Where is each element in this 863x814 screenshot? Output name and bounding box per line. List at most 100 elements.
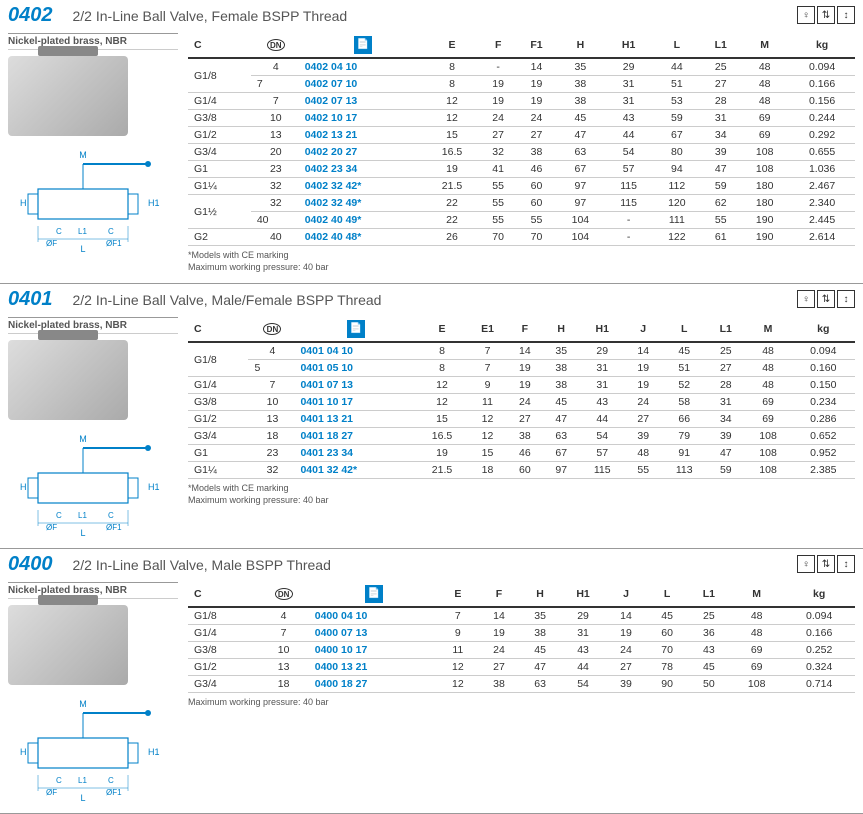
col-header: H1	[605, 33, 652, 58]
c-cell: G1½	[188, 195, 251, 229]
part-link-cell[interactable]: 0400 07 13	[311, 625, 438, 642]
data-cell: 69	[730, 642, 783, 659]
data-cell: 108	[744, 428, 791, 445]
section-header: 0400 2/2 In-Line Ball Valve, Male BSPP T…	[8, 553, 855, 576]
col-header: M	[730, 582, 783, 607]
part-link-cell[interactable]: 0400 10 17	[311, 642, 438, 659]
data-cell: 10	[256, 642, 310, 659]
table-row: G3/8100400 10 1711244543247043690.252	[188, 642, 855, 659]
part-link-cell[interactable]: 0402 40 48*	[301, 229, 425, 246]
part-link-cell[interactable]: 0402 13 21	[301, 127, 425, 144]
data-cell: 1.036	[789, 161, 855, 178]
part-link-cell[interactable]: 0401 13 21	[296, 411, 415, 428]
svg-text:H1: H1	[148, 198, 160, 208]
data-cell: 24	[478, 642, 519, 659]
data-cell: 43	[579, 394, 625, 411]
data-cell: 70	[479, 229, 517, 246]
col-header: F	[478, 582, 519, 607]
part-link-cell[interactable]: 0402 04 10	[301, 58, 425, 76]
dn-icon: DN	[263, 323, 281, 335]
c-cell: G1/2	[188, 127, 251, 144]
data-cell: 29	[605, 58, 652, 76]
part-link-cell[interactable]: 0401 07 13	[296, 377, 415, 394]
col-header: E	[425, 33, 480, 58]
data-cell: 0.655	[789, 144, 855, 161]
part-link-cell[interactable]: 0402 32 42*	[301, 178, 425, 195]
data-cell: 60	[517, 195, 556, 212]
data-cell: 108	[744, 445, 791, 462]
catalog-section-0401: 0401 2/2 In-Line Ball Valve, Male/Female…	[0, 284, 863, 549]
data-cell: 27	[479, 127, 517, 144]
data-cell: 19	[425, 161, 480, 178]
col-header: DN	[251, 33, 301, 58]
part-link-cell[interactable]: 0402 40 49*	[301, 212, 425, 229]
part-link-cell[interactable]: 0402 07 13	[301, 93, 425, 110]
data-cell: 47	[520, 659, 561, 676]
data-cell: 12	[468, 428, 506, 445]
data-cell: 31	[701, 110, 740, 127]
part-link-cell[interactable]: 0401 05 10	[296, 360, 415, 377]
data-cell: 97	[543, 462, 579, 479]
data-cell: 2.614	[789, 229, 855, 246]
col-header: C	[188, 582, 256, 607]
data-cell: 14	[625, 342, 661, 360]
part-link-cell[interactable]: 0402 23 34	[301, 161, 425, 178]
data-cell: 43	[605, 110, 652, 127]
data-cell: 59	[701, 178, 740, 195]
part-link-cell[interactable]: 0400 04 10	[311, 607, 438, 625]
part-link-cell[interactable]: 0401 18 27	[296, 428, 415, 445]
part-link-cell[interactable]: 0402 20 27	[301, 144, 425, 161]
data-cell: 28	[701, 93, 740, 110]
data-cell: 61	[701, 229, 740, 246]
col-header: J	[605, 582, 646, 607]
data-cell: 44	[561, 659, 606, 676]
svg-text:L1: L1	[78, 776, 87, 785]
col-header: C	[188, 33, 251, 58]
c-cell: G1/4	[188, 625, 256, 642]
c-cell: G3/4	[188, 676, 256, 693]
part-link-cell[interactable]: 0402 07 10	[301, 76, 425, 93]
c-cell: G1/4	[188, 377, 248, 394]
data-cell: 115	[605, 195, 652, 212]
data-cell: 4	[248, 342, 296, 360]
data-cell: 45	[661, 342, 707, 360]
spec-icon-1: ♀	[797, 6, 815, 24]
data-cell: 27	[507, 411, 543, 428]
data-cell: 2.445	[789, 212, 855, 229]
svg-text:ØF1: ØF1	[106, 239, 122, 248]
data-cell: 0.652	[792, 428, 855, 445]
part-link-cell[interactable]: 0401 23 34	[296, 445, 415, 462]
data-cell: 23	[251, 161, 301, 178]
part-link-cell[interactable]: 0400 13 21	[311, 659, 438, 676]
table-row: G3/4180400 18 27123863543990501080.714	[188, 676, 855, 693]
col-header: H	[520, 582, 561, 607]
part-link-cell[interactable]: 0401 04 10	[296, 342, 415, 360]
data-cell: 38	[556, 93, 605, 110]
table-row: G1/840401 04 1087143529144525480.094	[188, 342, 855, 360]
part-link-cell[interactable]: 0400 18 27	[311, 676, 438, 693]
dn-icon: DN	[275, 588, 293, 600]
table-row: 70402 07 108191938315127480.166	[188, 76, 855, 93]
part-link-cell[interactable]: 0401 32 42*	[296, 462, 415, 479]
c-cell: G3/4	[188, 144, 251, 161]
data-cell: 40	[251, 229, 301, 246]
table-row: G3/4200402 20 2716.53238635480391080.655	[188, 144, 855, 161]
col-header: E1	[468, 317, 506, 342]
c-cell: G1	[188, 161, 251, 178]
part-link-cell[interactable]: 0401 10 17	[296, 394, 415, 411]
technical-diagram: M H H1 C L1 C ØF ØF1 L	[8, 428, 168, 538]
col-header: F1	[517, 33, 556, 58]
part-link-cell[interactable]: 0402 10 17	[301, 110, 425, 127]
data-cell: 41	[479, 161, 517, 178]
catalog-section-0400: 0400 2/2 In-Line Ball Valve, Male BSPP T…	[0, 549, 863, 814]
data-cell: 55	[701, 212, 740, 229]
table-row: G1/840400 04 107143529144525480.094	[188, 607, 855, 625]
part-link-cell[interactable]: 0402 32 49*	[301, 195, 425, 212]
data-cell: 24	[479, 110, 517, 127]
data-cell: 69	[744, 394, 791, 411]
data-cell: 122	[652, 229, 701, 246]
data-cell: 14	[478, 607, 519, 625]
data-cell: 32	[248, 462, 296, 479]
data-cell: 27	[707, 360, 744, 377]
data-cell: 27	[517, 127, 556, 144]
